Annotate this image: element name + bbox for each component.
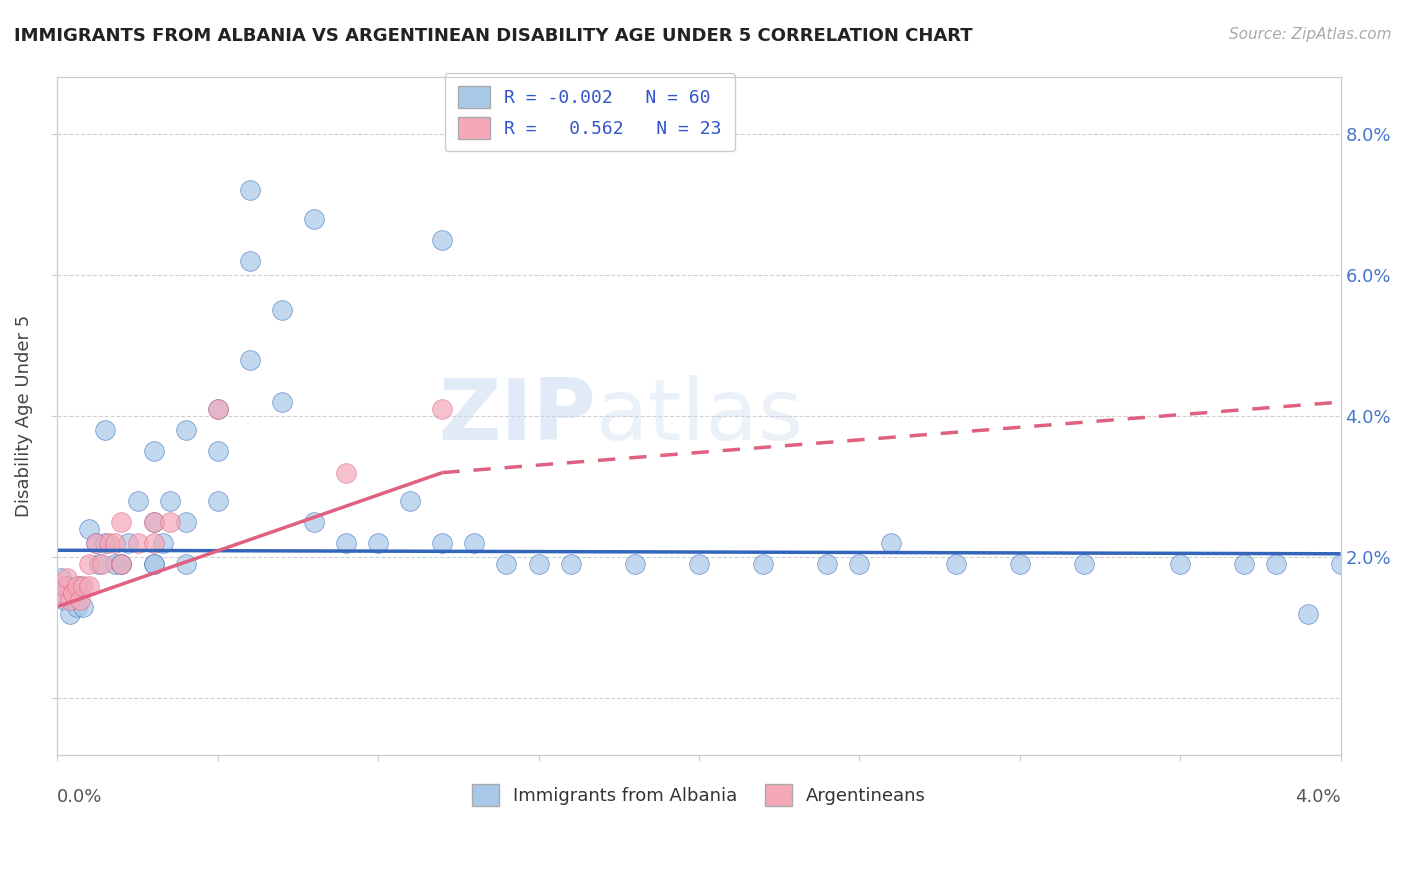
Point: [94, 423, 117, 437]
Point: [688, 558, 710, 572]
Point: [56, 578, 79, 592]
Point: [110, 515, 132, 529]
Point: [62, 585, 84, 599]
Point: [52, 578, 75, 592]
Point: [463, 536, 485, 550]
Point: [1168, 558, 1191, 572]
Point: [110, 558, 132, 572]
Text: IMMIGRANTS FROM ALBANIA VS ARGENTINEAN DISABILITY AGE UNDER 5 CORRELATION CHART: IMMIGRANTS FROM ALBANIA VS ARGENTINEAN D…: [14, 27, 973, 45]
Legend: Immigrants from Albania, Argentineans: Immigrants from Albania, Argentineans: [464, 777, 934, 814]
Point: [207, 493, 229, 508]
Point: [495, 558, 517, 572]
Point: [335, 536, 357, 550]
Point: [69, 578, 91, 592]
Point: [207, 402, 229, 417]
Text: atlas: atlas: [596, 375, 804, 458]
Point: [815, 558, 838, 572]
Point: [49, 585, 72, 599]
Point: [207, 402, 229, 417]
Point: [110, 558, 132, 572]
Point: [79, 558, 101, 572]
Point: [142, 558, 165, 572]
Point: [91, 558, 114, 572]
Point: [94, 536, 117, 550]
Text: 4.0%: 4.0%: [1295, 789, 1340, 806]
Point: [560, 558, 582, 572]
Point: [239, 254, 262, 268]
Point: [56, 572, 79, 586]
Point: [104, 558, 127, 572]
Y-axis label: Disability Age Under 5: Disability Age Under 5: [15, 315, 32, 517]
Point: [59, 592, 82, 607]
Point: [72, 599, 94, 614]
Point: [52, 592, 75, 607]
Point: [49, 572, 72, 586]
Point: [1329, 558, 1351, 572]
Point: [117, 536, 139, 550]
Point: [270, 303, 292, 318]
Point: [945, 558, 967, 572]
Point: [152, 536, 174, 550]
Point: [302, 515, 325, 529]
Point: [1008, 558, 1031, 572]
Point: [623, 558, 645, 572]
Point: [848, 558, 870, 572]
Point: [97, 536, 120, 550]
Point: [159, 493, 181, 508]
Point: [399, 493, 422, 508]
Point: [62, 585, 84, 599]
Point: [1073, 558, 1095, 572]
Point: [1233, 558, 1256, 572]
Point: [239, 183, 262, 197]
Point: [302, 211, 325, 226]
Point: [432, 536, 454, 550]
Point: [1298, 607, 1320, 621]
Point: [367, 536, 389, 550]
Point: [239, 352, 262, 367]
Point: [752, 558, 775, 572]
Point: [142, 558, 165, 572]
Point: [65, 578, 87, 592]
Point: [159, 515, 181, 529]
Point: [432, 402, 454, 417]
Point: [127, 493, 149, 508]
Point: [432, 233, 454, 247]
Point: [79, 578, 101, 592]
Point: [1265, 558, 1288, 572]
Point: [174, 423, 197, 437]
Point: [207, 444, 229, 458]
Point: [270, 395, 292, 409]
Point: [335, 466, 357, 480]
Point: [527, 558, 550, 572]
Point: [79, 522, 101, 536]
Point: [87, 558, 110, 572]
Point: [127, 536, 149, 550]
Point: [142, 536, 165, 550]
Point: [104, 536, 127, 550]
Point: [84, 536, 107, 550]
Text: 0.0%: 0.0%: [58, 789, 103, 806]
Point: [72, 578, 94, 592]
Point: [69, 592, 91, 607]
Point: [174, 515, 197, 529]
Point: [174, 558, 197, 572]
Point: [84, 536, 107, 550]
Point: [142, 515, 165, 529]
Point: [110, 558, 132, 572]
Text: Source: ZipAtlas.com: Source: ZipAtlas.com: [1229, 27, 1392, 42]
Point: [142, 515, 165, 529]
Point: [59, 607, 82, 621]
Text: ZIP: ZIP: [439, 375, 596, 458]
Point: [142, 444, 165, 458]
Point: [65, 599, 87, 614]
Point: [880, 536, 903, 550]
